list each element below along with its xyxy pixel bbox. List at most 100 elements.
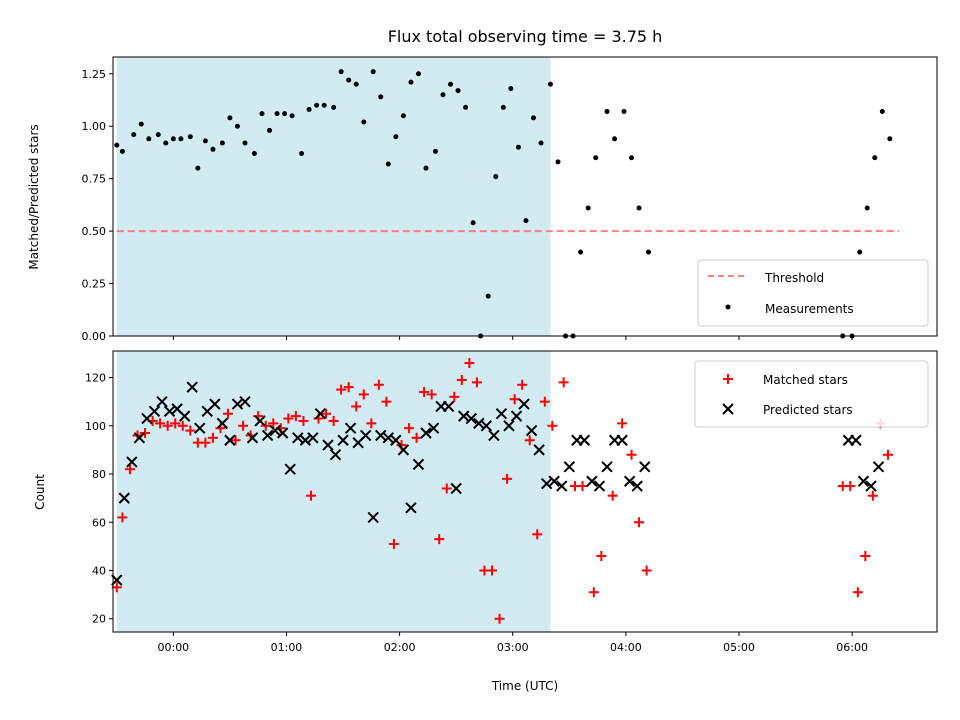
measurement-point: [621, 109, 627, 115]
matched-star-marker: [471, 377, 482, 388]
matched-star-marker: [117, 512, 128, 523]
measurement-point: [604, 109, 610, 115]
matched-star-marker: [351, 401, 362, 412]
predicted-star-marker: [420, 427, 432, 439]
matched-star-marker: [860, 551, 871, 562]
measurement-point: [155, 132, 161, 138]
predicted-star-marker: [382, 432, 395, 444]
measurement-point: [338, 69, 344, 75]
measurement-point: [879, 109, 885, 115]
matched-stars-legend-swatch: [723, 374, 733, 384]
predicted-star-marker: [156, 395, 168, 408]
measurement-point: [629, 155, 635, 161]
measurement-point: [408, 79, 414, 85]
measurement-point: [555, 159, 561, 165]
top-x-ticks: [172, 336, 853, 340]
predicted-star-marker: [616, 434, 628, 446]
measurement-point: [857, 249, 863, 255]
measurement-point: [187, 134, 193, 140]
predicted-star-marker: [194, 422, 206, 434]
observing-window-shade-top: [116, 57, 551, 336]
chart-title: Flux total observing time = 3.75 h: [388, 27, 663, 46]
matched-star-marker: [532, 529, 543, 540]
predicted-star-marker: [556, 480, 568, 492]
measurement-point: [415, 71, 421, 77]
top-panel: 0.00 0.25 0.50 0.75 1.00 1.25 Matched/Predict…: [27, 56, 938, 343]
matched-star-marker: [641, 565, 652, 576]
predicted-star-marker: [209, 398, 221, 410]
top-y-tick-label: 0.25: [82, 278, 107, 291]
bottom-y-tick-label: 40: [92, 564, 106, 577]
bottom-y-tick-label: 60: [92, 516, 106, 529]
top-y-axis-label: Matched/Predicted stars: [27, 124, 41, 269]
measurement-point: [593, 155, 599, 161]
measurement-point: [306, 106, 312, 112]
predicted-star-marker: [246, 432, 259, 444]
predicted-star-marker: [872, 461, 885, 473]
matched-star-marker: [449, 391, 460, 402]
predicted-star-marker: [216, 417, 229, 430]
measurement-point: [538, 140, 544, 146]
measurement-point: [321, 102, 327, 108]
predicted-star-marker: [578, 434, 591, 446]
bottom-x-tick-label: 04:00: [610, 641, 642, 654]
measurement-point: [515, 144, 521, 150]
measurement-point: [636, 205, 642, 211]
predicted-star-marker: [427, 422, 440, 434]
measurement-point: [195, 165, 201, 171]
measurement-point: [146, 136, 152, 142]
matched-star-marker: [260, 420, 271, 431]
predicted-star-marker: [261, 429, 274, 442]
measurement-point: [274, 111, 280, 117]
predicted-star-marker: [322, 439, 334, 451]
predicted-star-marker: [148, 405, 161, 418]
matched-star-marker: [358, 389, 369, 400]
bottom-x-tick-label: 05:00: [723, 641, 755, 654]
measurement-point: [314, 102, 320, 108]
matched-star-marker: [634, 517, 645, 528]
matched-star-marker: [852, 587, 863, 598]
predicted-star-marker: [601, 461, 613, 473]
matched-star-marker: [558, 377, 569, 388]
predicted-star-marker: [480, 420, 493, 432]
measurement-points: [114, 69, 893, 339]
measurement-point: [578, 249, 584, 255]
predicted-star-marker: [178, 410, 191, 422]
predicted-star-marker: [518, 398, 530, 410]
measurement-point: [219, 140, 225, 146]
measurement-point: [131, 132, 137, 138]
predicted-star-marker: [533, 444, 545, 456]
predicted-star-marker: [390, 434, 402, 446]
matched-star-marker: [434, 534, 445, 545]
matched-star-marker: [343, 382, 354, 393]
measurement-point: [267, 127, 273, 133]
matched-star-marker: [547, 420, 558, 431]
measurement-point: [547, 81, 553, 87]
measurement-point: [864, 205, 870, 211]
matched-legend-marker: [723, 374, 733, 384]
matched-star-marker: [268, 418, 279, 429]
matched-star-marker: [298, 415, 309, 426]
matched-star-marker: [419, 387, 430, 398]
bottom-panel: 20 40 60 80 100 120 00:00 01:00 02:00 03:00 04:00…: [33, 350, 938, 693]
predicted-star-marker: [593, 480, 606, 492]
predicted-star-marker: [442, 400, 455, 413]
observing-window-shade-bottom: [116, 351, 551, 632]
bottom-y-tick-label: 120: [85, 372, 106, 385]
predicted-star-marker: [548, 475, 560, 487]
matched-star-marker: [170, 418, 181, 429]
bottom-legend: Matched stars Predicted stars: [694, 360, 929, 428]
measurement-point: [234, 123, 240, 129]
matched-star-marker: [200, 437, 211, 448]
matched-star-marker: [381, 396, 392, 407]
threshold-legend-label: Threshold: [764, 271, 824, 285]
predicted-star-marker: [337, 434, 349, 446]
matched-star-marker: [845, 481, 856, 492]
predicted-star-marker: [359, 429, 372, 442]
matched-star-marker: [328, 415, 339, 426]
top-y-tick-label: 1.00: [82, 120, 107, 133]
predicted-star-marker: [239, 395, 251, 408]
measurement-point: [463, 104, 469, 110]
top-axes-frame: [112, 56, 938, 337]
predicted-star-marker: [850, 434, 862, 446]
